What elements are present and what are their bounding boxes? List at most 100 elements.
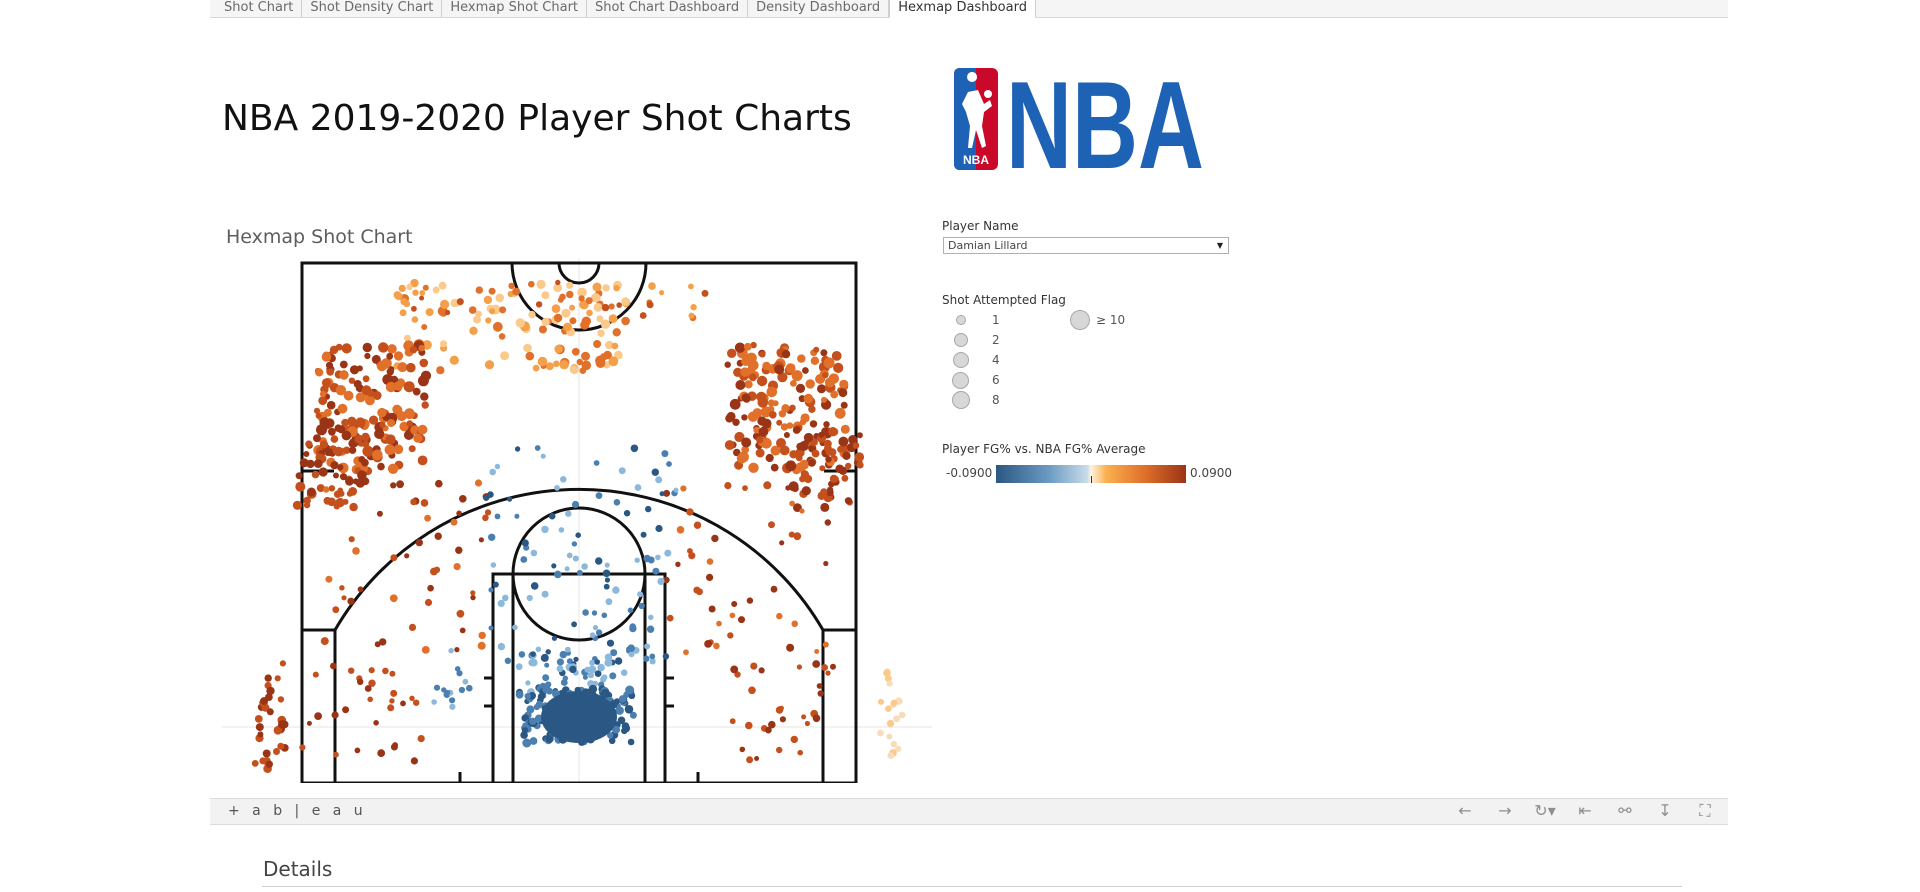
shot-hex — [433, 684, 441, 691]
shot-hex — [609, 672, 617, 680]
shot-hex — [483, 295, 493, 305]
shot-hex — [801, 486, 811, 496]
shot-hex — [387, 419, 396, 427]
tableau-logo[interactable]: + a b | e a u — [228, 803, 367, 819]
shot-hex — [740, 367, 750, 377]
fullscreen-icon[interactable]: ⛶ — [1699, 801, 1711, 820]
shot-hex — [398, 284, 406, 292]
shot-hex — [591, 293, 601, 303]
shot-hex — [337, 403, 348, 414]
shot-hex — [563, 322, 572, 332]
shot-hex — [620, 669, 628, 676]
download-icon[interactable]: ↧ — [1658, 801, 1672, 820]
revert-icon[interactable]: ↻▾ — [1534, 801, 1556, 820]
shot-hex — [280, 720, 289, 729]
tab-hexmap-dashboard[interactable]: Hexmap Dashboard — [889, 0, 1036, 18]
shot-hex — [390, 689, 398, 697]
reset-icon[interactable]: ⇤ — [1578, 801, 1592, 820]
shot-hex — [664, 549, 672, 557]
redo-icon[interactable]: → — [1498, 801, 1512, 820]
shot-hex — [611, 342, 619, 350]
shot-hex — [546, 687, 553, 695]
shot-hex — [602, 284, 610, 292]
shot-hex — [478, 631, 486, 640]
shot-hex — [530, 549, 538, 557]
tab-density-dashboard[interactable]: Density Dashboard — [748, 0, 890, 17]
shot-hex — [489, 308, 496, 315]
shot-hex — [534, 445, 541, 451]
player-name-dropdown[interactable]: Damian Lillard ▼ — [943, 237, 1229, 254]
shot-hex — [747, 411, 759, 422]
size-legend-item[interactable]: 8 — [950, 390, 1000, 410]
shot-hex — [364, 685, 372, 692]
shot-hex — [541, 317, 550, 326]
hexmap-shot-chart[interactable] — [222, 258, 932, 783]
shot-hex — [585, 297, 593, 305]
shot-hex — [494, 463, 501, 470]
shot-hex — [622, 724, 631, 733]
shot-hex — [804, 720, 811, 727]
shot-hex — [683, 649, 689, 656]
shot-hex — [325, 575, 333, 583]
shot-hex — [817, 384, 826, 394]
shot-hex — [396, 480, 404, 489]
tab-shot-density-chart[interactable]: Shot Density Chart — [302, 0, 443, 17]
shot-hex — [515, 663, 523, 671]
logo-silhouette — [962, 90, 992, 148]
shot-hex — [820, 502, 830, 512]
color-legend[interactable]: -0.0900 0.0900 — [946, 464, 1236, 484]
shot-hex — [419, 295, 425, 301]
shot-hex — [514, 513, 520, 519]
shot-hex — [333, 472, 339, 479]
shot-hex — [618, 695, 627, 703]
shot-hex — [634, 557, 640, 563]
shot-hex — [557, 297, 564, 303]
shot-hex — [741, 357, 751, 366]
shot-hex — [475, 286, 483, 294]
chevron-down-icon[interactable]: ▼ — [1216, 241, 1223, 250]
shot-hex — [750, 341, 757, 349]
shot-hex — [777, 372, 788, 383]
undo-icon[interactable]: ← — [1458, 801, 1472, 820]
size-legend-item[interactable]: 4 — [950, 350, 1000, 370]
shot-hex — [594, 670, 602, 677]
shot-hex — [821, 664, 828, 671]
size-legend-item[interactable]: ≥ 10 — [1070, 310, 1125, 330]
tab-hexmap-shot-chart[interactable]: Hexmap Shot Chart — [442, 0, 588, 17]
shot-hex — [621, 297, 630, 306]
share-icon[interactable]: ⚯ — [1618, 801, 1632, 820]
shot-hex — [748, 462, 759, 473]
size-legend-item[interactable]: 2 — [950, 330, 1000, 350]
shot-hex — [886, 733, 893, 740]
size-legend-item[interactable]: 6 — [950, 370, 1000, 390]
shot-hex — [348, 667, 355, 674]
shot-hex — [551, 635, 557, 641]
shot-hex — [306, 487, 316, 497]
shot-hex — [593, 303, 603, 312]
shot-hex — [540, 453, 546, 459]
shot-hex — [741, 437, 752, 448]
size-legend-item[interactable]: 1 — [950, 310, 1000, 330]
shot-hex — [600, 688, 610, 698]
shot-hex — [727, 348, 737, 358]
shot-hex — [341, 418, 349, 427]
shot-hex — [603, 583, 610, 590]
shot-hex — [488, 287, 496, 295]
shot-hex — [277, 742, 285, 750]
shot-hex — [504, 657, 512, 664]
shot-hex — [314, 712, 322, 720]
shot-hex — [554, 485, 560, 491]
shot-hex — [392, 742, 398, 748]
shot-hex — [562, 675, 568, 681]
shot-hex — [315, 412, 322, 419]
shot-hex — [425, 308, 434, 317]
tab-shot-chart[interactable]: Shot Chart — [216, 0, 303, 17]
shot-hex — [377, 462, 385, 471]
shot-hex — [440, 299, 450, 309]
shot-hex — [612, 725, 621, 734]
shot-hex — [606, 639, 615, 647]
tab-shot-chart-dashboard[interactable]: Shot Chart Dashboard — [587, 0, 749, 17]
shot-hex — [321, 378, 331, 388]
shot-hex — [802, 367, 809, 374]
color-ramp-midpoint — [1091, 476, 1092, 483]
